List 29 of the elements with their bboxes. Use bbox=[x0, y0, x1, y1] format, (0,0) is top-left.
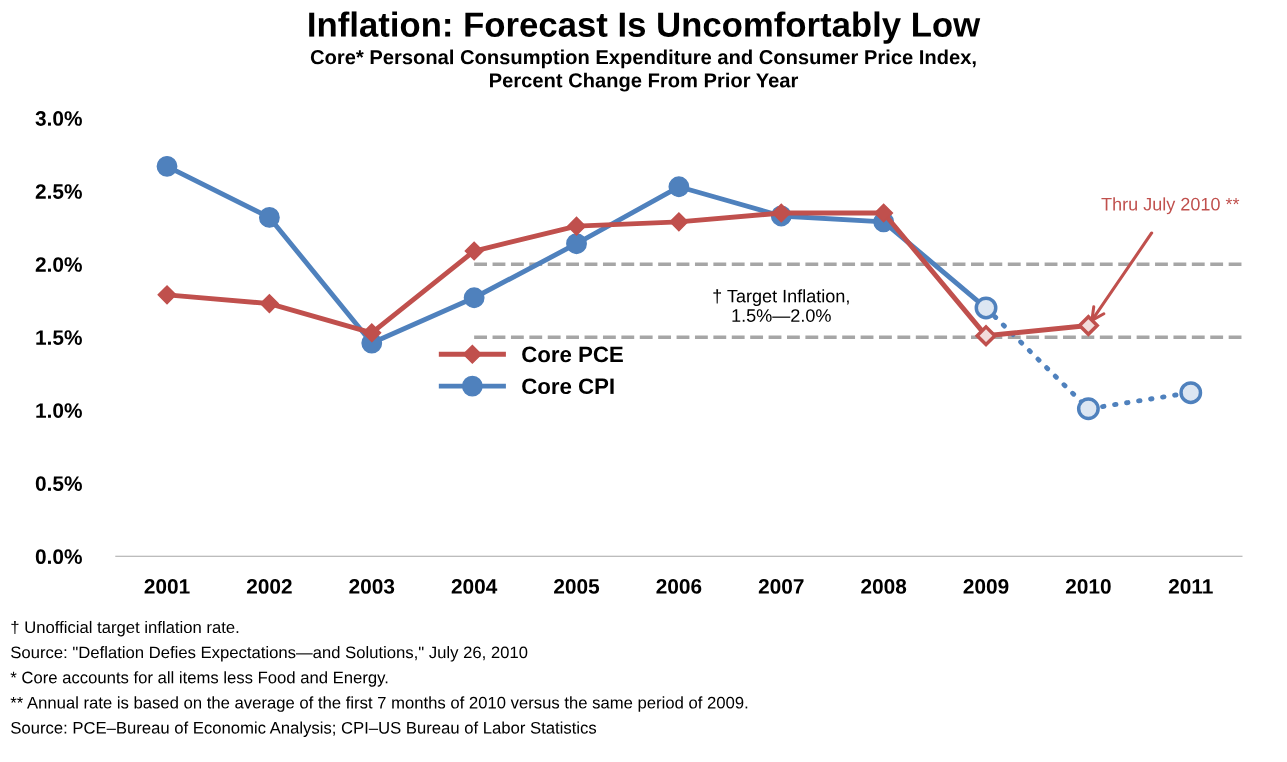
x-tick-label: 2011 bbox=[1168, 579, 1213, 594]
y-tick-label: 1.5% bbox=[36, 330, 82, 345]
x-tick-label: 2004 bbox=[451, 579, 498, 594]
source-note: Source: "Deflation Defies Expectations—and Solutions," July 26, 2010 bbox=[11, 646, 528, 662]
x-tick-label: 2008 bbox=[861, 579, 907, 594]
x-tick-label: 2001 bbox=[144, 579, 190, 594]
y-tick-label: 3.0% bbox=[35, 111, 82, 126]
y-tick-label: 0.0% bbox=[35, 549, 82, 565]
y-tick-label: 2.5% bbox=[35, 184, 82, 199]
x-tick-label: 2009 bbox=[963, 579, 1009, 594]
ref-line-label: † Target Inflation, 1.5%—2.0% bbox=[713, 289, 849, 322]
x-tick-label: 2005 bbox=[554, 579, 600, 594]
legend-label: Core CPI bbox=[522, 378, 614, 395]
legend-label: Core PCE bbox=[522, 346, 623, 363]
x-tick-label: 2006 bbox=[656, 579, 702, 594]
y-tick-label: 0.5% bbox=[35, 476, 82, 491]
y-tick-label: 1.0% bbox=[36, 403, 82, 418]
text: † Unofficial target inflation rate. bbox=[11, 620, 239, 637]
x-tick-label: 2002 bbox=[246, 579, 292, 594]
x-tick-label: 2007 bbox=[758, 579, 804, 594]
chart-title: Inflation: Forecast Is Uncomfortably Low bbox=[309, 11, 981, 44]
chart-subtitle: Core* Personal Consumption Expenditure and Consumer Price Index, Percent Change From Prior Year bbox=[310, 49, 976, 92]
annotation: Thru July 2010 ** bbox=[1101, 197, 1240, 215]
x-tick-label: 2010 bbox=[1065, 579, 1111, 594]
source-note: Source: PCE–Bureau of Economic Analysis; CPI–US Bureau of Labor Statistics bbox=[11, 721, 597, 737]
y-tick-label: 2.0% bbox=[35, 257, 82, 272]
text: * Core accounts for all items less Food and Energy. bbox=[10, 671, 388, 687]
x-tick-label: 2003 bbox=[349, 579, 395, 594]
text: ** Annual rate is based on the average of the first 7 months of 2010 versus the same period of 2009. bbox=[10, 696, 748, 712]
